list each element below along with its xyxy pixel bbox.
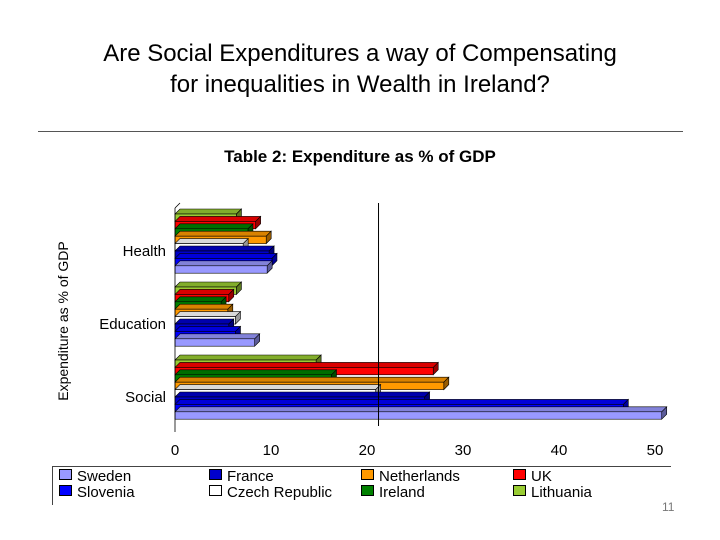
legend-label: Netherlands — [379, 468, 460, 485]
axis-layer: Health Education Social 0 10 20 30 40 50 — [99, 202, 664, 459]
legend-swatch — [59, 469, 72, 480]
legend-item-netherlands: Netherlands — [361, 469, 460, 485]
legend-swatch — [59, 485, 72, 496]
bar-social-sweden — [174, 406, 668, 420]
x-tick-label: 30 — [455, 442, 472, 459]
legend-label: Sweden — [77, 468, 132, 485]
category-label-education: Education — [99, 316, 166, 333]
legend-label: Lithuania — [531, 484, 592, 501]
legend-swatch — [209, 469, 222, 480]
chart-title: Table 2: Expenditure as % of GDP — [224, 147, 496, 166]
category-label-social: Social — [125, 389, 166, 406]
x-tick-label: 10 — [263, 442, 280, 459]
slide-title-line-2: for inequalities in Wealth in Ireland? — [170, 71, 550, 98]
bar-education-sweden — [174, 333, 261, 347]
legend-item-france: France — [209, 469, 274, 485]
legend-item-sweden: Sweden — [59, 469, 131, 485]
category-label-health: Health — [123, 243, 166, 260]
bars-layer — [174, 208, 668, 420]
legend-item-uk: UK — [513, 469, 552, 485]
legend-swatch — [361, 485, 374, 496]
slide-title-line-1: Are Social Expenditures a way of Compens… — [103, 40, 617, 67]
legend-label: Slovenia — [77, 484, 135, 501]
legend-item-czech-republic: Czech Republic — [209, 485, 332, 501]
legend-swatch — [209, 485, 222, 496]
x-tick-label: 0 — [171, 442, 179, 459]
legend-label: Ireland — [379, 484, 425, 501]
legend-item-slovenia: Slovenia — [59, 485, 135, 501]
legend-swatch — [513, 485, 526, 496]
page-number: 11 — [662, 500, 675, 514]
legend-label: UK — [531, 468, 552, 485]
legend-label: Czech Republic — [227, 484, 333, 501]
title-divider — [38, 131, 683, 132]
legend-swatch — [361, 469, 374, 480]
x-tick-label: 20 — [359, 442, 376, 459]
legend-item-lithuania: Lithuania — [513, 485, 592, 501]
legend-label: France — [227, 468, 274, 485]
bar-health-sweden — [174, 260, 273, 274]
y-axis-depth-line — [174, 202, 181, 209]
legend: Sweden France Netherlands UK Slovenia Czech R… — [52, 466, 671, 505]
legend-item-ireland: Ireland — [361, 485, 425, 501]
legend-swatch — [513, 469, 526, 480]
x-tick-label: 40 — [551, 442, 568, 459]
x-tick-label: 50 — [647, 442, 664, 459]
slide-title: Are Social Expenditures a way of Compens… — [0, 38, 720, 100]
y-axis-label: Expenditure as % of GDP — [55, 241, 71, 401]
